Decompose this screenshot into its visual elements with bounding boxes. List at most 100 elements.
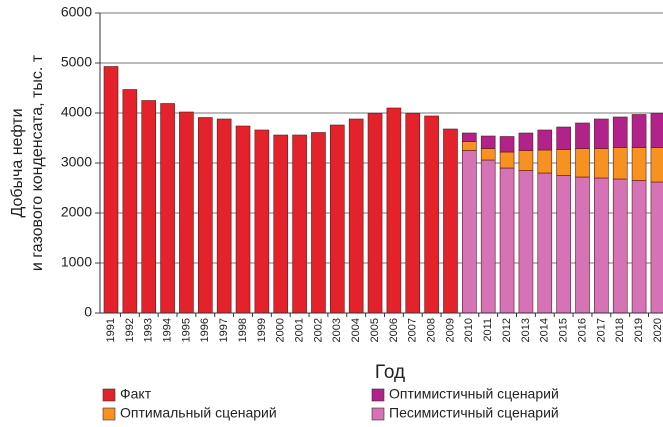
x-tick-label: 2002: [312, 318, 324, 342]
x-axis-label: Год: [375, 362, 405, 383]
bar: [518, 132, 534, 151]
x-tick-label: 2016: [576, 318, 588, 342]
bar: [160, 103, 175, 314]
x-tick-label: 2003: [331, 318, 343, 342]
bar: [386, 107, 402, 314]
bar: [556, 126, 571, 150]
y-axis-label: Добыча нефти: [9, 108, 26, 217]
bar: [273, 134, 289, 314]
bar: [405, 113, 421, 314]
bar: [537, 129, 553, 151]
y-tick-label: 2000: [61, 204, 92, 220]
bar: [480, 148, 496, 161]
bar: [443, 128, 458, 314]
bar: [424, 115, 439, 314]
x-tick-label: 2005: [369, 318, 381, 342]
bar: [518, 170, 534, 314]
bar: [499, 136, 515, 153]
bar: [537, 172, 553, 314]
bar: [594, 148, 609, 179]
bar: [348, 118, 364, 314]
bar: [216, 118, 232, 314]
x-tick-label: 2019: [633, 318, 645, 342]
x-tick-label: 1996: [199, 318, 211, 342]
x-tick-label: 2006: [388, 318, 400, 342]
x-tick-label: 2018: [614, 318, 626, 342]
y-tick-label: 3000: [61, 154, 92, 170]
x-tick-label: 2009: [444, 318, 456, 342]
legend-swatch: [371, 388, 385, 402]
legend-label: Оптимистичный сценарий: [389, 386, 559, 402]
bar: [612, 178, 628, 314]
bar: [631, 114, 647, 148]
x-tick-label: 1995: [180, 318, 192, 342]
bar: [141, 100, 157, 314]
bar: [650, 113, 663, 148]
x-tick-label: 1997: [218, 318, 230, 342]
bar: [631, 147, 647, 181]
bar: [480, 159, 496, 314]
bar: [179, 111, 194, 314]
x-tick-label: 2001: [294, 318, 306, 342]
x-tick-label: 2004: [350, 318, 362, 342]
x-tick-label: 1991: [105, 318, 117, 342]
bar: [198, 117, 213, 314]
y-tick-label: 0: [84, 304, 92, 320]
bar: [537, 149, 553, 174]
x-tick-label: 1993: [143, 318, 155, 342]
y-axis-label: и газового конденсата, тыс. т: [29, 54, 46, 271]
y-tick-label: 5000: [61, 54, 92, 70]
bar: [235, 125, 251, 314]
bar: [311, 132, 326, 314]
bar: [575, 148, 590, 178]
x-tick-label: 2007: [407, 318, 419, 342]
bar: [480, 135, 496, 149]
y-tick-label: 1000: [61, 254, 92, 270]
bar: [103, 66, 119, 314]
legend-swatch: [371, 407, 385, 421]
x-tick-label: 2020: [652, 318, 663, 342]
legend-swatch: [102, 407, 116, 421]
bar: [292, 134, 307, 314]
bar: [612, 116, 628, 148]
x-tick-label: 2011: [482, 318, 494, 342]
x-tick-label: 1994: [161, 318, 173, 342]
bar: [330, 124, 345, 314]
bar: [499, 167, 515, 314]
x-tick-label: 2015: [558, 318, 570, 342]
x-tick-label: 2017: [595, 318, 607, 342]
bar: [556, 175, 571, 314]
bar: [367, 113, 383, 314]
bar: [254, 129, 270, 314]
x-tick-label: 2000: [275, 318, 287, 342]
bar: [594, 177, 609, 314]
x-tick-label: 2012: [501, 318, 513, 342]
bar: [631, 180, 647, 314]
bar: [462, 141, 477, 151]
bar: [594, 118, 609, 149]
x-tick-label: 1998: [237, 318, 249, 342]
x-tick-label: 2013: [520, 318, 532, 342]
x-tick-label: 1992: [124, 318, 136, 342]
legend-label: Оптимальный сценарий: [120, 405, 277, 421]
legend-label: Факт: [120, 386, 152, 402]
x-tick-label: 2008: [426, 318, 438, 342]
bar: [612, 147, 628, 180]
bar: [575, 122, 590, 149]
bar: [650, 147, 663, 183]
bar: [650, 181, 663, 314]
bar: [462, 150, 477, 314]
x-tick-label: 2014: [539, 318, 551, 342]
bar: [575, 176, 590, 314]
bar: [518, 150, 534, 171]
bar: [556, 149, 571, 176]
bar: [462, 132, 477, 142]
legend-swatch: [102, 388, 116, 402]
x-tick-label: 2010: [463, 318, 475, 342]
x-tick-label: 1999: [256, 318, 268, 342]
y-tick-label: 4000: [61, 104, 92, 120]
bar: [499, 151, 515, 169]
y-tick-label: 6000: [61, 4, 92, 20]
legend-label: Песимистичный сценарий: [389, 405, 559, 421]
